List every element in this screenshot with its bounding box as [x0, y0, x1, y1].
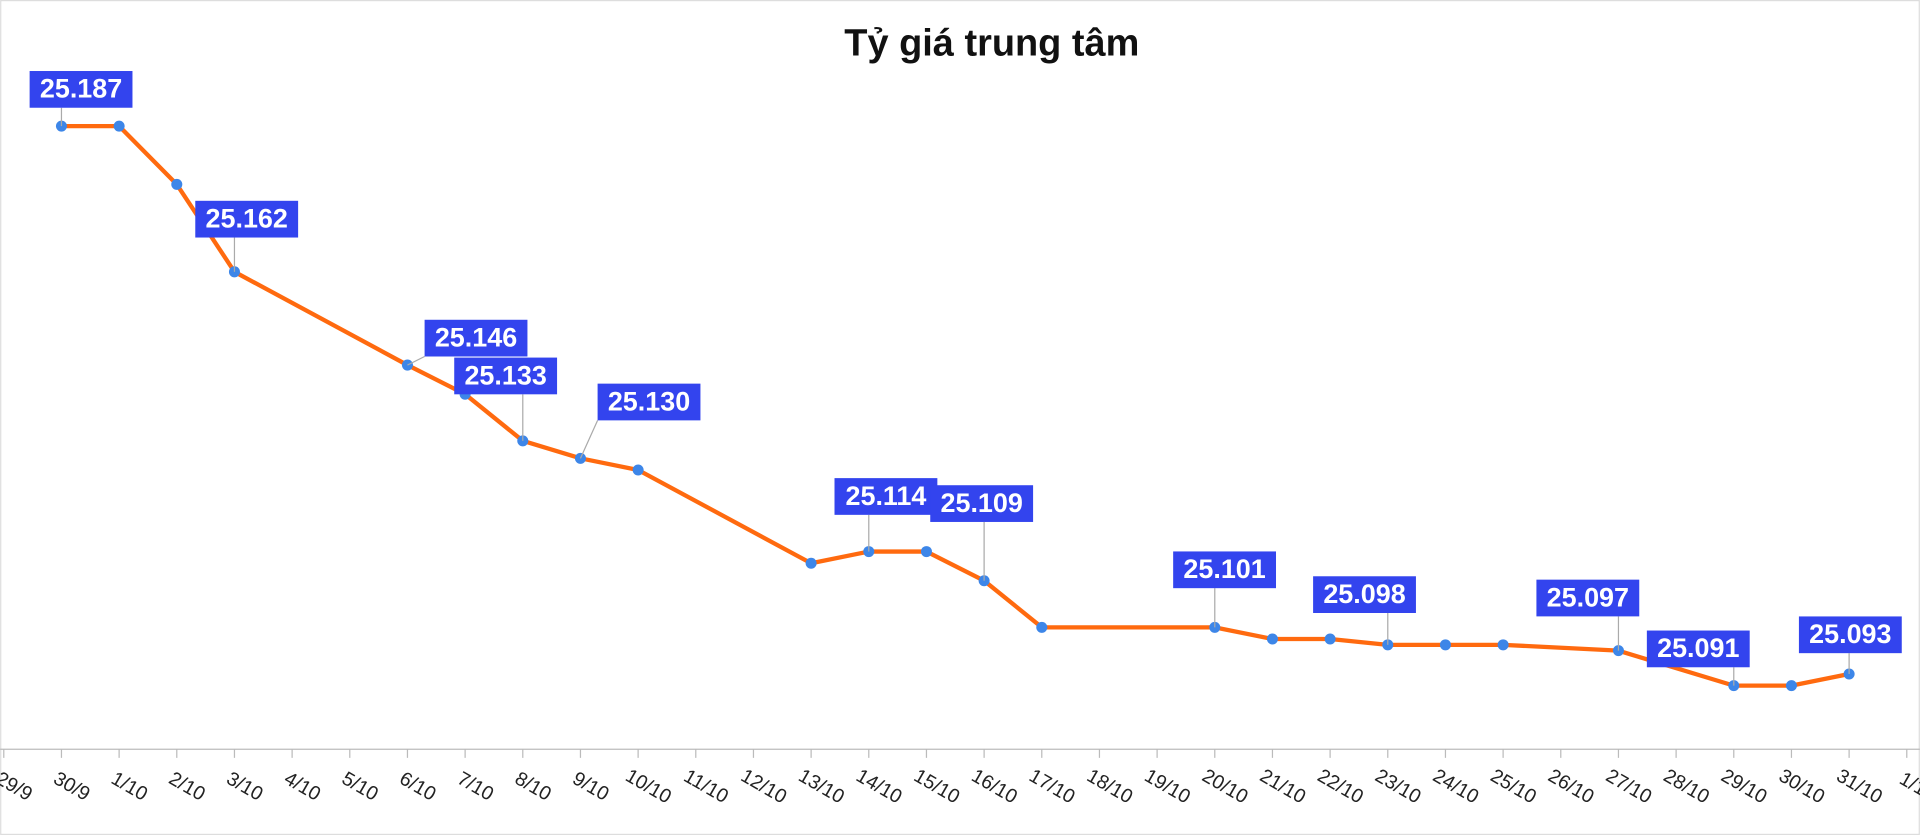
point [1785, 680, 1797, 692]
label-box [930, 485, 1034, 522]
value-label: 25.091 [1657, 633, 1739, 663]
value-label: 25.097 [1547, 582, 1629, 612]
point [171, 178, 183, 190]
label-box [834, 478, 938, 515]
point [1036, 621, 1048, 633]
point [632, 464, 644, 476]
value-label: 25.162 [206, 204, 288, 234]
label-box [1798, 616, 1902, 654]
point [1324, 633, 1336, 645]
line [61, 123, 1850, 688]
point [805, 557, 817, 569]
chart-title: Tỷ giá trung tâm [844, 22, 1139, 64]
value-label: 25.114 [845, 481, 926, 511]
label-leader [579, 420, 599, 459]
label-box [597, 383, 701, 421]
value-label: 25.133 [464, 360, 546, 390]
label-box [1536, 579, 1640, 617]
point [1497, 639, 1509, 651]
value-label: 25.098 [1323, 579, 1405, 609]
point [113, 120, 125, 132]
value-label: 25.130 [608, 386, 690, 416]
point [1266, 633, 1278, 645]
label-box [1173, 551, 1277, 589]
value-label: 25.101 [1183, 554, 1265, 584]
value-label: 25.109 [940, 488, 1022, 518]
label-box [424, 319, 528, 357]
value-label: 25.146 [435, 322, 517, 352]
label-box [454, 357, 558, 395]
label-box [1313, 576, 1416, 613]
label-box [29, 71, 133, 108]
label-box [195, 200, 299, 238]
label-box [1646, 630, 1750, 668]
value-label: 25.187 [40, 74, 122, 104]
label-leader [407, 355, 425, 366]
point [920, 546, 932, 558]
value-label: 25.093 [1809, 619, 1891, 649]
point [1439, 639, 1451, 651]
